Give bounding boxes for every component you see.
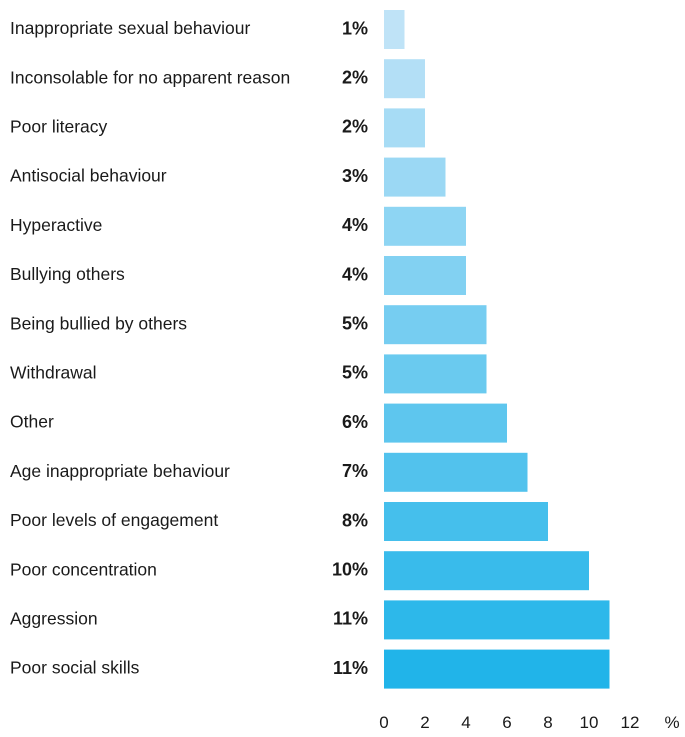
value-label: 5% (342, 363, 368, 383)
x-tick-label: 10 (580, 713, 599, 732)
value-label: 11% (333, 658, 368, 678)
category-label: Bullying others (10, 264, 125, 284)
bar (384, 551, 589, 591)
bar-row: Aggression 11% (10, 600, 610, 640)
bar (384, 10, 405, 49)
bar (384, 59, 425, 99)
bar-row: Poor levels of engagement 8% (10, 502, 548, 541)
bar-row: Age inappropriate behaviour 7% (10, 452, 528, 492)
category-label: Being bullied by others (10, 313, 187, 333)
category-label: Other (10, 412, 54, 432)
bar-row: Poor literacy 2% (10, 108, 425, 148)
category-label: Poor concentration (10, 559, 157, 579)
category-label: Withdrawal (10, 363, 97, 383)
x-tick-label: 2 (420, 713, 429, 732)
value-label: 1% (342, 18, 368, 38)
x-tick-label: 12 (621, 713, 640, 732)
bar-row: Hyperactive 4% (10, 206, 466, 246)
bar-row: Being bullied by others 5% (10, 305, 487, 345)
x-tick-label: 8 (543, 713, 552, 732)
x-axis: 0 2 4 6 8 10 12% (379, 713, 679, 732)
value-label: 8% (342, 510, 368, 530)
value-label: 2% (342, 117, 368, 137)
value-label: 11% (333, 609, 368, 629)
x-tick-label: 0 (379, 713, 388, 732)
bar-row: Poor social skills 11% (10, 649, 610, 689)
value-label: 6% (342, 412, 368, 432)
category-label: Antisocial behaviour (10, 166, 167, 186)
bar (384, 502, 548, 541)
x-axis-unit: % (664, 713, 679, 732)
value-label: 3% (342, 166, 368, 186)
bar-row: Antisocial behaviour 3% (10, 157, 446, 197)
value-label: 4% (342, 264, 368, 284)
bar-row: Bullying others 4% (10, 256, 466, 295)
bar (384, 256, 466, 295)
value-label: 10% (332, 559, 368, 579)
x-tick-label: 6 (502, 713, 511, 732)
bar-row: Poor concentration 10% (10, 551, 589, 591)
value-label: 2% (342, 67, 368, 87)
bar (384, 305, 487, 345)
bar-row: Other 6% (10, 403, 507, 443)
x-tick-label: 4 (461, 713, 470, 732)
category-label: Hyperactive (10, 215, 102, 235)
bar (384, 157, 446, 197)
value-label: 4% (342, 215, 368, 235)
bar (384, 108, 425, 148)
bar-row: Inconsolable for no apparent reason 2% (10, 59, 425, 99)
bar-row: Withdrawal 5% (10, 354, 487, 394)
category-label: Inappropriate sexual behaviour (10, 18, 250, 38)
chart-rows: Inappropriate sexual behaviour 1% Inconsol… (10, 10, 610, 689)
bar (384, 452, 528, 492)
category-label: Age inappropriate behaviour (10, 461, 230, 481)
category-label: Poor social skills (10, 658, 140, 678)
bar (384, 354, 487, 394)
bar (384, 403, 507, 443)
bar (384, 600, 610, 640)
category-label: Poor literacy (10, 117, 108, 137)
category-label: Inconsolable for no apparent reason (10, 67, 290, 87)
bar-row: Inappropriate sexual behaviour 1% (10, 10, 405, 49)
category-label: Aggression (10, 609, 98, 629)
bar (384, 649, 610, 689)
category-label: Poor levels of engagement (10, 510, 218, 530)
bar (384, 206, 466, 246)
value-label: 7% (342, 461, 368, 481)
value-label: 5% (342, 313, 368, 333)
